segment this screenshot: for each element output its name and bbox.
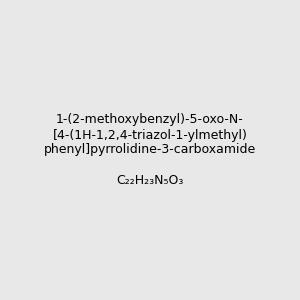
Text: 1-(2-methoxybenzyl)-5-oxo-N-
[4-(1H-1,2,4-triazol-1-ylmethyl)
phenyl]pyrrolidine: 1-(2-methoxybenzyl)-5-oxo-N- [4-(1H-1,2,… bbox=[44, 113, 256, 187]
